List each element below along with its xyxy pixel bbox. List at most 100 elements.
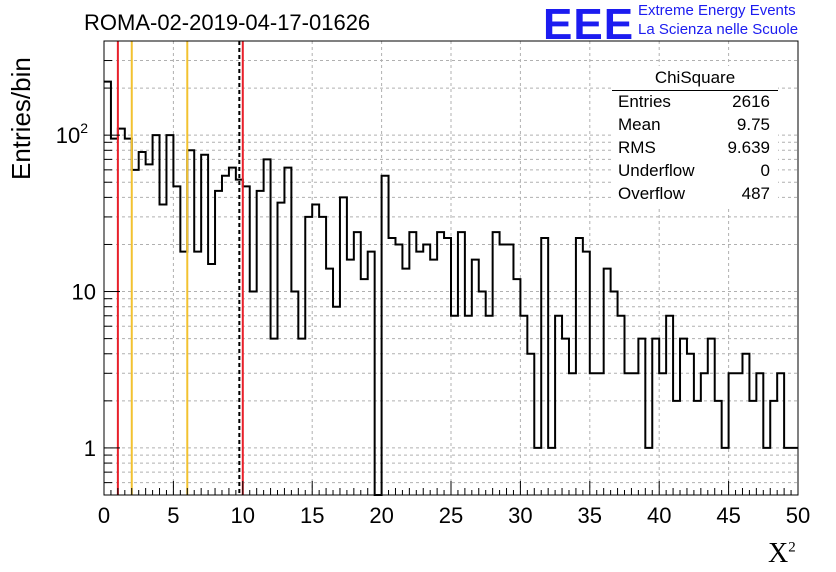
- histogram-bin: [229, 168, 236, 495]
- histogram-bin: [125, 139, 132, 495]
- histogram-bin: [749, 401, 756, 495]
- histogram-bin: [409, 232, 416, 495]
- stats-label: Overflow: [618, 184, 686, 203]
- stats-row-rms: RMS 9.639: [618, 138, 770, 160]
- histogram-bin: [611, 292, 618, 495]
- histogram-bin: [666, 316, 673, 495]
- histogram-bin: [555, 316, 562, 495]
- histogram-bin: [763, 448, 770, 495]
- x-tick-label: 0: [98, 503, 110, 528]
- x-tick-label: 45: [716, 503, 740, 528]
- histogram-bin: [659, 373, 666, 495]
- histogram-bin: [583, 252, 590, 495]
- histogram-bin: [569, 373, 576, 495]
- stats-label: Mean: [618, 115, 661, 134]
- histogram-bin: [756, 373, 763, 495]
- histogram-bin: [423, 244, 430, 495]
- histogram-bin: [326, 269, 333, 495]
- stats-name: ChiSquare: [654, 68, 736, 87]
- histogram-bin: [250, 292, 257, 495]
- histogram-bin: [507, 244, 514, 495]
- histogram-bin: [222, 176, 229, 495]
- logo-line-1: Extreme Energy Events: [638, 2, 796, 19]
- y-tick-label: 10: [72, 280, 96, 305]
- histogram-bin: [333, 307, 340, 495]
- x-axis-label: X2: [768, 538, 796, 569]
- histogram-bin: [215, 191, 222, 495]
- histogram-bin: [305, 217, 312, 495]
- histogram-bin: [576, 238, 583, 495]
- histogram-bin: [673, 401, 680, 495]
- histogram-bin: [319, 217, 326, 495]
- histogram-bin: [402, 269, 409, 495]
- histogram-bin: [395, 244, 402, 495]
- histogram-bin: [708, 339, 715, 495]
- histogram-bin: [631, 373, 638, 495]
- x-tick-label: 20: [369, 503, 393, 528]
- stats-value: 0: [760, 161, 770, 180]
- histogram-bin: [500, 244, 507, 495]
- histogram-bin: [208, 264, 215, 495]
- histogram-bin: [368, 252, 375, 495]
- histogram-outline: [104, 80, 798, 496]
- histogram-bin: [687, 354, 694, 495]
- stats-value: 9.75: [736, 115, 770, 134]
- histogram-bin: [437, 232, 444, 495]
- histogram-bin: [111, 139, 118, 495]
- histogram-bin: [472, 260, 479, 495]
- histogram-bin: [465, 316, 472, 495]
- histogram-bin: [340, 197, 347, 495]
- histogram-bin: [548, 448, 555, 495]
- histogram-bin: [153, 135, 160, 495]
- histogram-bin: [194, 252, 201, 495]
- histogram-bin: [382, 176, 389, 495]
- histogram-bin: [278, 203, 285, 495]
- histogram-bin: [590, 373, 597, 495]
- histogram-bin: [451, 316, 458, 495]
- x-tick-label: 40: [647, 503, 671, 528]
- histogram-bin: [770, 401, 777, 495]
- stats-value: 9.639: [727, 138, 770, 157]
- histogram-bin: [604, 269, 611, 495]
- x-tick-label: 5: [167, 503, 179, 528]
- eee-logo: EEE: [543, 0, 635, 49]
- y-tick-label: 102: [56, 120, 88, 148]
- x-tick-label: 50: [786, 503, 810, 528]
- x-tick-label: 10: [231, 503, 255, 528]
- histogram-bin: [173, 186, 180, 495]
- stats-row-entries: Entries 2616: [618, 92, 770, 114]
- x-tick-label: 25: [439, 503, 463, 528]
- histogram-bin: [104, 82, 111, 495]
- x-tick-label: 15: [300, 503, 324, 528]
- histogram-bin: [146, 164, 153, 495]
- histogram-bin: [354, 232, 361, 495]
- histogram-bin: [784, 448, 791, 495]
- histogram-bin: [389, 238, 396, 495]
- stats-label: Entries: [618, 92, 671, 111]
- histogram-bin: [722, 448, 729, 495]
- y-axis-label: Entries/bin: [6, 57, 36, 180]
- histogram-bin: [486, 316, 493, 495]
- chart-title: ROMA-02-2019-04-17-01626: [84, 10, 371, 35]
- stats-row-mean: Mean 9.75: [618, 115, 770, 137]
- histogram-bin: [298, 339, 305, 495]
- histogram-bin: [652, 339, 659, 495]
- histogram-bin: [777, 373, 784, 495]
- histogram-bin: [736, 373, 743, 495]
- histogram-bin: [534, 448, 541, 495]
- histogram-bin: [201, 155, 208, 495]
- histogram-bin: [132, 170, 139, 495]
- x-tick-label: 30: [508, 503, 532, 528]
- logo-line-2: La Scienza nelle Scuole: [638, 21, 799, 38]
- histogram-bin: [618, 316, 625, 495]
- histogram-bin: [291, 292, 298, 495]
- histogram-bin: [416, 252, 423, 495]
- histogram-bin: [520, 316, 527, 495]
- histogram-bin: [742, 354, 749, 495]
- stats-label: Underflow: [618, 161, 695, 180]
- histogram-bin: [701, 373, 708, 495]
- histogram-bin: [493, 232, 500, 495]
- histogram-bin: [513, 279, 520, 495]
- stats-label: RMS: [618, 138, 656, 157]
